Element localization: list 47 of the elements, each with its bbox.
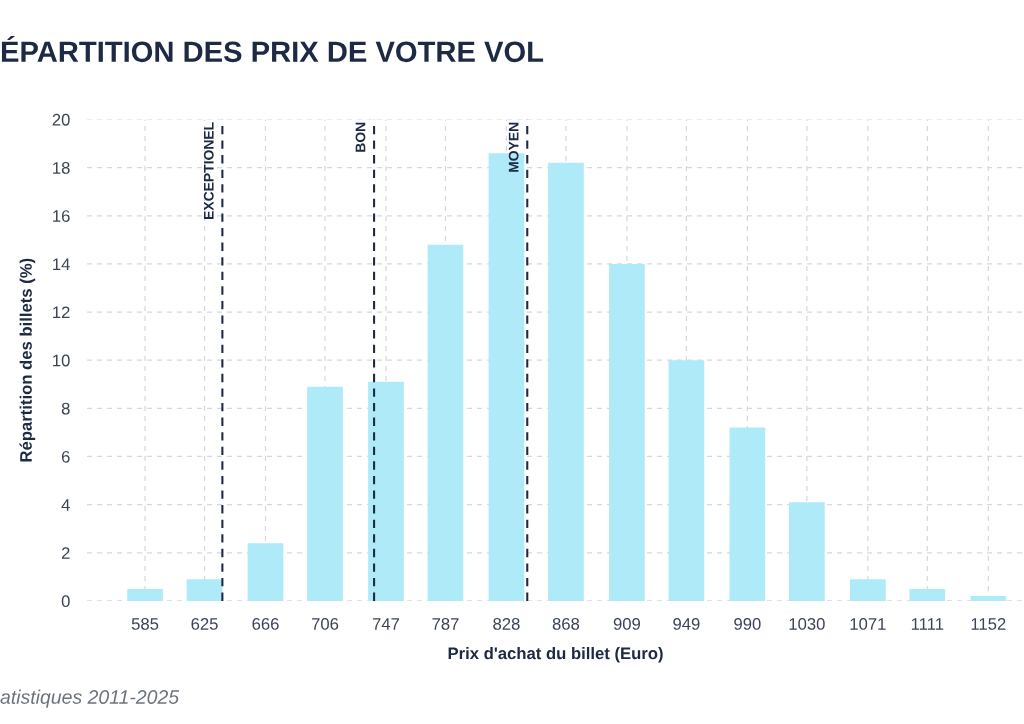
bar bbox=[849, 579, 886, 601]
bar bbox=[668, 360, 705, 601]
bar bbox=[909, 588, 946, 601]
ref-line-label: EXCEPTIONEL bbox=[203, 122, 214, 219]
bar bbox=[307, 386, 343, 601]
x-tick-label: 1030 bbox=[789, 618, 825, 630]
x-tick-label: 1071 bbox=[850, 618, 886, 630]
y-tick-label: 20 bbox=[52, 113, 70, 126]
x-tick-label: 1111 bbox=[911, 618, 944, 630]
y-tick-label: 6 bbox=[61, 450, 70, 463]
text: atistiques 2011-2025 bbox=[0, 689, 180, 708]
ref-line-label: MOYEN bbox=[508, 122, 519, 172]
x-tick-label: 949 bbox=[673, 618, 700, 630]
x-tick-label: 585 bbox=[131, 618, 159, 630]
y-tick-label: 14 bbox=[53, 258, 70, 270]
x-tick-label: 706 bbox=[311, 618, 339, 630]
x-tick-label: 990 bbox=[734, 618, 761, 630]
y-tick-label: 10 bbox=[53, 354, 70, 367]
bar bbox=[127, 588, 163, 601]
y-tick-label: 16 bbox=[53, 210, 70, 222]
y-axis-title: Répartition des billets (%) bbox=[19, 258, 36, 462]
x-tick-label: 1152 bbox=[971, 618, 1006, 630]
bar bbox=[186, 579, 223, 601]
bar bbox=[729, 427, 766, 601]
bar bbox=[609, 263, 645, 601]
x-tick-label: 787 bbox=[432, 618, 459, 630]
y-tick-label: 8 bbox=[61, 402, 70, 415]
x-tick-label: 828 bbox=[493, 618, 520, 630]
x-tick-label: 909 bbox=[613, 618, 641, 630]
bar bbox=[427, 244, 464, 601]
y-tick-label: 12 bbox=[53, 306, 70, 319]
bar bbox=[970, 596, 1007, 601]
bar bbox=[247, 543, 284, 601]
y-tick-label: 4 bbox=[61, 499, 70, 511]
y-tick-label: 18 bbox=[53, 162, 70, 174]
x-tick-label: 666 bbox=[252, 618, 279, 630]
x-axis-title: Prix d'achat du billet (Euro) bbox=[448, 647, 663, 663]
ref-line-label: BON bbox=[355, 122, 366, 152]
bar bbox=[789, 502, 825, 601]
bar bbox=[368, 381, 404, 601]
x-tick-label: 747 bbox=[372, 618, 400, 630]
x-tick-label: 868 bbox=[552, 618, 580, 630]
y-tick-label: 0 bbox=[61, 595, 70, 608]
y-tick-label: 2 bbox=[61, 547, 70, 559]
x-tick-label: 625 bbox=[191, 618, 218, 630]
bar bbox=[548, 162, 584, 601]
chart-title: ÉPARTITION DES PRIX DE VOTRE VOL bbox=[1, 35, 544, 63]
